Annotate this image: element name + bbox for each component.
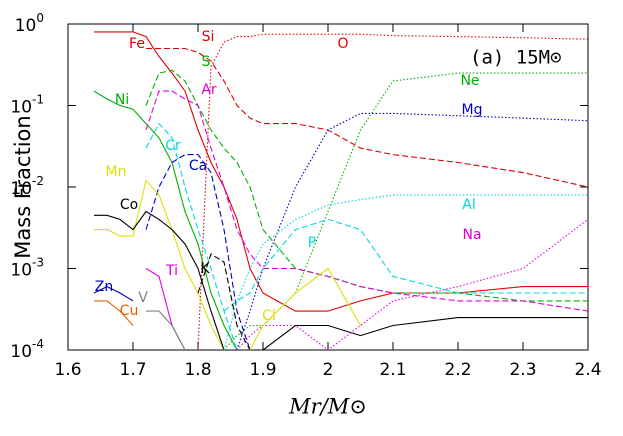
series-line (94, 210, 588, 350)
series-label: Fe (129, 36, 145, 52)
series-label: Mn (106, 164, 127, 180)
series-label: S (202, 54, 211, 70)
series-label: P (308, 235, 316, 251)
series-line (145, 122, 238, 350)
series-line (145, 268, 186, 350)
series-label: Ni (115, 92, 129, 108)
x-tick-label: 1.7 (119, 360, 146, 380)
series-label: Cr (165, 138, 181, 154)
series-line (93, 90, 238, 350)
series-line (93, 285, 134, 302)
x-tick-label: 2.3 (509, 360, 536, 380)
series-label: Na (462, 227, 481, 243)
plot-lines (93, 31, 588, 350)
series-label: Ne (460, 73, 479, 89)
series-label: Zn (95, 279, 113, 295)
series-label: Mg (462, 102, 483, 118)
x-axis-label: Mr/M⊙ (288, 395, 367, 419)
series-line (197, 33, 588, 350)
series-label: Si (202, 29, 215, 45)
series-line (197, 253, 251, 350)
series-line (223, 218, 588, 312)
series-line (223, 194, 588, 350)
x-tick-label: 2.2 (444, 360, 471, 380)
x-tick-label: 1.8 (184, 360, 211, 380)
x-tick-label: 2.4 (574, 360, 601, 380)
series-label: Ca (189, 158, 207, 174)
series-line (236, 218, 588, 350)
x-tick-label: 2 (323, 360, 334, 380)
x-tick-label: 2.1 (379, 360, 406, 380)
series-line (236, 112, 588, 350)
series-line (145, 90, 588, 312)
y-tick-label: 100 (15, 11, 44, 37)
series-line (249, 267, 361, 350)
y-tick-label: 10-1 (10, 92, 44, 118)
series-label: Ti (165, 263, 178, 279)
annotation: (a) 15M⊙ (470, 47, 562, 69)
series-line (146, 310, 186, 350)
series-label: O (337, 36, 348, 52)
series-line (94, 300, 134, 326)
x-tick-label: 1.6 (54, 360, 81, 380)
series-line (145, 69, 588, 302)
series-line (145, 154, 251, 350)
series-label: Ar (201, 82, 217, 98)
series-label: Cu (120, 303, 139, 319)
y-axis-label: Mass Fraction (11, 115, 35, 258)
series-line (94, 31, 588, 312)
series-label: K (200, 261, 210, 277)
series-line (94, 179, 225, 350)
series-line (223, 72, 588, 350)
series-line (146, 47, 588, 188)
series-label: Co (120, 197, 138, 213)
series-label: Al (462, 197, 475, 213)
series-label: Cl (262, 308, 276, 324)
series-label: V (138, 290, 148, 306)
y-tick-label: 10-4 (10, 337, 44, 363)
x-tick-label: 1.9 (249, 360, 276, 380)
